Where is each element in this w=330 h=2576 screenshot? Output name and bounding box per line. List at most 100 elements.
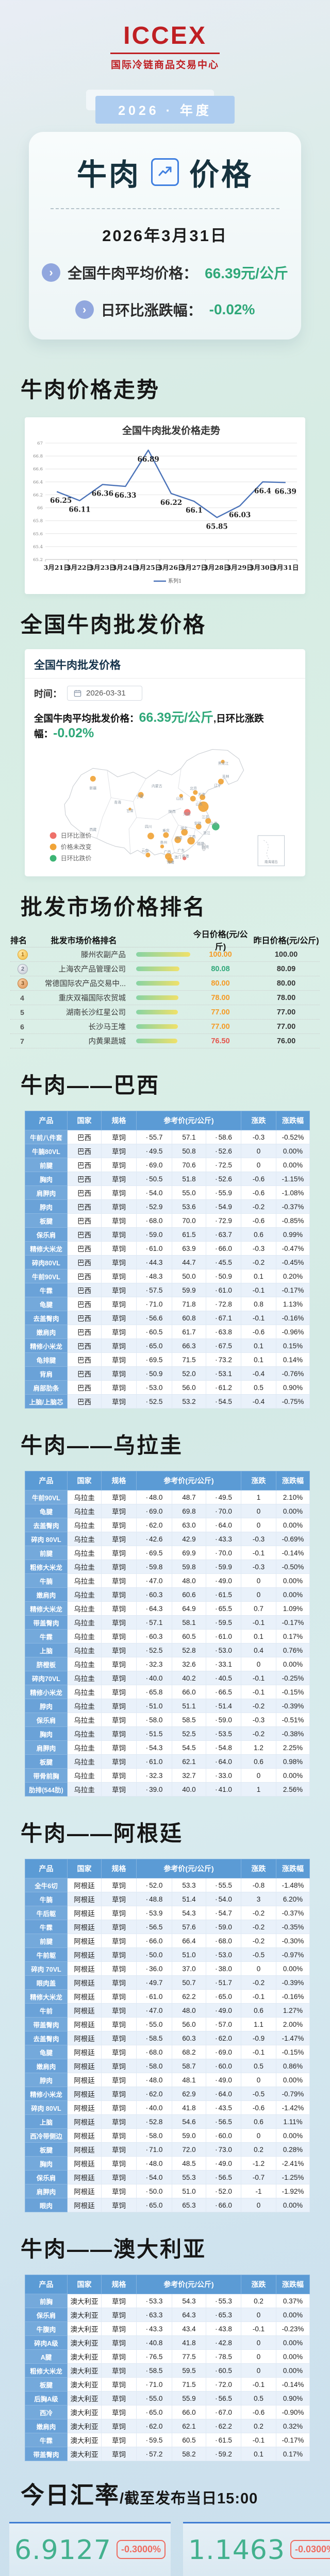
price-high: 67.1: [206, 1311, 241, 1325]
change: -0.3: [241, 1560, 276, 1574]
chevron-right-icon: ›: [42, 263, 61, 282]
country: 巴西: [67, 1199, 102, 1214]
price-high: 61.2: [206, 1380, 241, 1395]
change: 0.6: [241, 2114, 276, 2129]
table-row: 上脑阿根廷草饲52.854.656.50.61.11%: [25, 2114, 310, 2129]
product-name: 上脑: [25, 2114, 68, 2129]
price-dot: [160, 844, 164, 849]
ranking-row: 6 长沙马王堆 77.00 77.00: [10, 1020, 320, 1034]
product-name: 精修大米龙: [25, 1989, 68, 2004]
data-label: 65.85: [206, 522, 228, 531]
price-high: 58.6: [206, 1130, 241, 1144]
product-name: 精修小米龙: [25, 2087, 68, 2101]
price-mid: 59.8: [172, 1560, 206, 1574]
spec: 草饲: [101, 1297, 137, 1311]
spec: 草饲: [101, 2114, 137, 2129]
province-label: 安徽: [194, 821, 202, 826]
change-pct: -0.37%: [276, 1199, 310, 1214]
price-dot: [184, 809, 191, 816]
date-picker[interactable]: 2026-03-31: [67, 686, 142, 701]
svg-text:3月28日: 3月28日: [204, 564, 230, 571]
price-high: 73.0: [206, 2142, 241, 2157]
fx-heading: 今日汇率: [21, 2482, 120, 2509]
trend-line-chart: 全国牛肉批发价格走势 65.2 65.4 65.6 65.8 66 66.2 66.4 66.6…: [25, 421, 305, 592]
spec: 草饲: [101, 1947, 137, 1962]
country: 阿根廷: [67, 2184, 102, 2198]
price-high: 59.9: [206, 1560, 241, 1574]
price-high: 56.5: [206, 2114, 241, 2129]
price-high: 40.5: [206, 1671, 241, 1685]
change-pct: -1.47%: [276, 2031, 310, 2045]
change: -0.7: [241, 2170, 276, 2184]
spec: 草饲: [101, 1199, 137, 1214]
change: -0.9: [241, 2031, 276, 2045]
province-label: 上海: [210, 821, 218, 826]
country: 巴西: [67, 1227, 102, 1242]
price-low: 47.0: [136, 1573, 172, 1588]
summary-change-value: -0.02%: [53, 726, 94, 740]
price-mid: 60.8: [172, 1311, 206, 1325]
section-heading-fx: 今日汇率 /截至发布当日15:00: [0, 2477, 330, 2511]
spec: 草饲: [101, 2419, 137, 2433]
price-high: 65.0: [206, 1989, 241, 2004]
table-row: 牛霖巴西草饲57.559.961.0-0.1-0.17%: [25, 1283, 310, 1297]
change-pct: -2.41%: [276, 2156, 310, 2171]
table-row: 保乐肩巴西草饲59.061.563.70.60.99%: [25, 1227, 310, 1242]
fx-heading-suffix: /截至发布当日15:00: [120, 2490, 258, 2507]
table-row: 牛霖阿根廷草饲56.557.659.0-0.2-0.35%: [25, 1920, 310, 1934]
spec: 草饲: [101, 1130, 137, 1144]
country: 阿根廷: [67, 2156, 102, 2171]
price-high: 41.0: [206, 1782, 241, 1797]
legend-dot: [50, 843, 57, 851]
price-high: 51.7: [206, 1975, 241, 1990]
change: -1: [241, 2184, 276, 2198]
change: -0.1: [241, 1546, 276, 1560]
table-row: 碎肉 80VL乌拉圭草饲42.642.943.3-0.3-0.69%: [25, 1532, 310, 1546]
product-name: 碎肉80VL: [25, 1255, 68, 1269]
change: 1: [241, 1782, 276, 1797]
spec: 草饲: [101, 1657, 137, 1671]
table-row: 西冷澳大利亚草饲65.066.067.0-0.6-0.90%: [25, 2405, 310, 2419]
change-pct: 0.99%: [276, 1227, 310, 1242]
fx-change-badge: -0.0300%: [290, 2540, 330, 2559]
change-pct: 0.00%: [276, 1144, 310, 1158]
price-low: 61.0: [136, 1989, 172, 2004]
product-name: 牛后躯: [25, 1906, 68, 1920]
price-high: 45.5: [206, 1255, 241, 1269]
avg-price-label: 全国牛肉平均价格：: [68, 265, 198, 281]
legend-label: 价格未改变: [61, 843, 92, 851]
country: 巴西: [67, 1144, 102, 1158]
country: 澳大利亚: [67, 2419, 102, 2433]
country: 阿根廷: [67, 2003, 102, 2018]
price-high: 66.0: [206, 1241, 241, 1256]
change: 0: [241, 1158, 276, 1172]
section-heading-country: 牛肉——澳大利亚: [21, 2237, 207, 2261]
spec: 草饲: [101, 1311, 137, 1325]
section-heading-country: 牛肉——阿根廷: [21, 1821, 184, 1845]
product-name: 前胸: [25, 2294, 68, 2308]
table-row: 前胸澳大利亚草饲53.354.355.30.20.37%: [25, 2294, 310, 2308]
price-high: 33.0: [206, 1768, 241, 1783]
price-mid: 56.0: [172, 1380, 206, 1395]
spec: 草饲: [101, 1975, 137, 1990]
spec: 草饲: [101, 2003, 137, 2018]
table-row: 西冷带侧边阿根廷草饲58.059.060.000.00%: [25, 2128, 310, 2143]
province-label: 海南: [167, 860, 174, 865]
table-row: 牛霖澳大利亚草饲59.560.561.5-0.1-0.17%: [25, 2433, 310, 2447]
province-label: 福建: [197, 841, 204, 846]
change-pct: -0.52%: [276, 1130, 310, 1144]
price-high: 49.0: [206, 2003, 241, 2018]
price-low: 47.0: [136, 2003, 172, 2018]
today-price: 77.00: [211, 1022, 230, 1031]
col-rank: 排名: [10, 937, 27, 945]
price-high: 51.4: [206, 1699, 241, 1713]
product-name: 嫩肩肉: [25, 2059, 68, 2073]
table-row: 带盖臀肉阿根廷草饲55.056.057.01.12.00%: [25, 2017, 310, 2031]
spec: 草饲: [101, 1394, 137, 1409]
table-row: 肩胛肉巴西草饲54.055.055.9-0.6-1.08%: [25, 1185, 310, 1200]
yesterday-price: 78.00: [276, 993, 296, 1002]
price-mid: 69.9: [172, 1546, 206, 1560]
price-low: 52.5: [136, 1394, 172, 1409]
spec: 草饲: [101, 1573, 137, 1588]
price-bar: [129, 952, 190, 957]
